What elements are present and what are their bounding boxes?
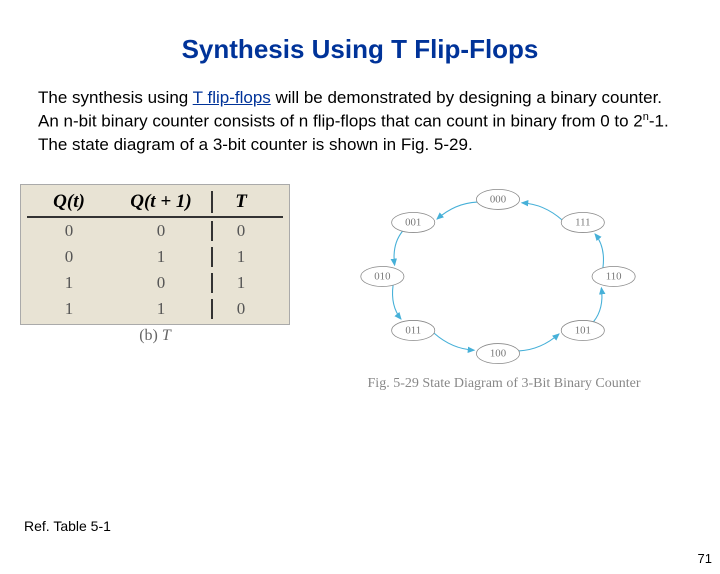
page-number: 71 bbox=[698, 551, 712, 566]
reference-text: Ref. Table 5-1 bbox=[24, 518, 111, 534]
state-diagram: 000 001 010 011 100 101 110 111 Fig. 5-29 State… bbox=[298, 184, 710, 392]
cell: 0 bbox=[211, 299, 269, 319]
state-diagram-svg: 000 001 010 011 100 101 110 111 bbox=[298, 184, 698, 369]
svg-text:001: 001 bbox=[405, 217, 421, 229]
cell: 1 bbox=[111, 247, 211, 267]
table-row: 0 0 0 bbox=[27, 218, 283, 244]
cell: 1 bbox=[27, 273, 111, 293]
table-header: Q(t) Q(t + 1) T bbox=[27, 191, 283, 218]
table-row: 0 1 1 bbox=[27, 244, 283, 270]
svg-text:110: 110 bbox=[606, 271, 622, 283]
th-qt: Q(t) bbox=[27, 191, 111, 213]
para-pre: The synthesis using bbox=[38, 88, 193, 107]
th-t: T bbox=[211, 191, 269, 213]
t-flipflops-link[interactable]: T flip-flops bbox=[193, 88, 271, 107]
svg-text:100: 100 bbox=[490, 348, 506, 360]
cell: 1 bbox=[27, 299, 111, 319]
table-row: 1 1 0 bbox=[27, 296, 283, 322]
caption-prefix: (b) bbox=[139, 327, 162, 344]
svg-text:010: 010 bbox=[374, 271, 390, 283]
svg-text:000: 000 bbox=[490, 194, 506, 206]
svg-text:111: 111 bbox=[575, 217, 590, 229]
table-row: 1 0 1 bbox=[27, 270, 283, 296]
cell: 0 bbox=[27, 221, 111, 241]
cell: 0 bbox=[27, 247, 111, 267]
caption-label: T bbox=[162, 327, 171, 344]
excitation-table: Q(t) Q(t + 1) T 0 0 0 0 1 1 1 0 1 1 1 bbox=[20, 184, 290, 345]
cell: 1 bbox=[111, 299, 211, 319]
cell: 1 bbox=[211, 273, 269, 293]
cell: 1 bbox=[211, 247, 269, 267]
th-qt1: Q(t + 1) bbox=[111, 191, 211, 213]
cell: 0 bbox=[211, 221, 269, 241]
cell: 0 bbox=[111, 221, 211, 241]
body-paragraph: The synthesis using T flip-flops will be… bbox=[38, 87, 684, 156]
diagram-caption: Fig. 5-29 State Diagram of 3-Bit Binary … bbox=[298, 376, 710, 392]
page-title: Synthesis Using T Flip-Flops bbox=[0, 34, 720, 65]
cell: 0 bbox=[111, 273, 211, 293]
svg-text:011: 011 bbox=[405, 325, 421, 337]
table-caption: (b) T bbox=[20, 327, 290, 345]
svg-text:101: 101 bbox=[575, 325, 591, 337]
